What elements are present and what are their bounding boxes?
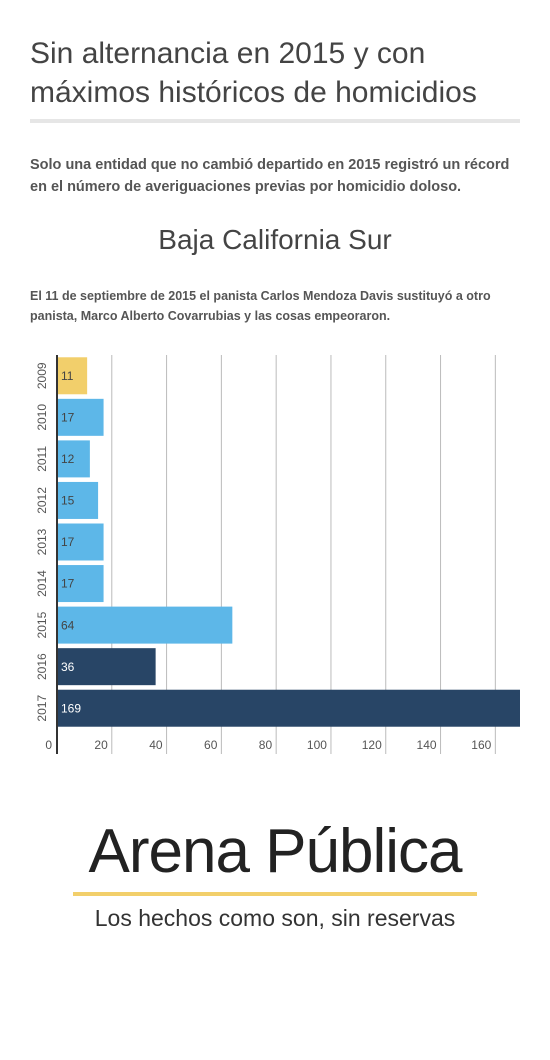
x-tick-label: 80 bbox=[259, 738, 273, 752]
y-tick-label: 2015 bbox=[35, 611, 49, 638]
logo-name: Arena Pública bbox=[88, 817, 462, 886]
chart-title: Baja California Sur bbox=[158, 224, 392, 255]
value-label: 169 bbox=[61, 701, 81, 715]
value-label: 12 bbox=[61, 452, 75, 466]
bar bbox=[57, 689, 520, 727]
bar bbox=[57, 481, 99, 519]
y-tick-label: 2017 bbox=[35, 695, 49, 722]
x-tick-label: 140 bbox=[417, 738, 437, 752]
y-tick-label: 2011 bbox=[35, 446, 49, 472]
value-label: 17 bbox=[61, 411, 75, 425]
logo-line bbox=[73, 892, 477, 896]
bar bbox=[57, 523, 104, 561]
value-label: 17 bbox=[61, 535, 75, 549]
bar bbox=[57, 606, 233, 644]
bar bbox=[57, 357, 88, 395]
y-tick-label: 2012 bbox=[35, 487, 49, 514]
x-tick-label: 40 bbox=[149, 738, 163, 752]
x-tick-label: 100 bbox=[307, 738, 327, 752]
chart-description: El 11 de septiembre de 2015 el panista C… bbox=[30, 289, 491, 323]
subtitle: Solo una entidad que no cambió departido… bbox=[30, 157, 510, 195]
x-tick-label: 0 bbox=[45, 738, 52, 752]
page-title: Sin alternancia en 2015 y con máximos hi… bbox=[30, 37, 477, 109]
value-label: 64 bbox=[61, 618, 75, 632]
bar bbox=[57, 648, 156, 686]
y-tick-label: 2013 bbox=[35, 528, 49, 555]
divider bbox=[30, 119, 520, 123]
value-label: 11 bbox=[61, 369, 74, 383]
bar bbox=[57, 565, 104, 603]
bar bbox=[57, 440, 90, 478]
x-tick-label: 120 bbox=[362, 738, 382, 752]
y-tick-label: 2009 bbox=[35, 362, 49, 389]
y-tick-label: 2010 bbox=[35, 404, 49, 431]
value-label: 36 bbox=[61, 660, 75, 674]
x-tick-label: 20 bbox=[94, 738, 108, 752]
logo: Arena Pública Los hechos como son, sin r… bbox=[0, 812, 550, 940]
bar bbox=[57, 398, 104, 436]
logo-tagline: Los hechos como son, sin reservas bbox=[94, 905, 456, 931]
x-tick-label: 160 bbox=[471, 738, 491, 752]
y-tick-label: 2014 bbox=[35, 570, 49, 597]
y-tick-label: 2016 bbox=[35, 653, 49, 680]
value-label: 17 bbox=[61, 577, 75, 591]
chart: 0 20 40 60 80 100 120 140 160 11 2009 17 2010 12 2011 1… bbox=[35, 355, 520, 754]
x-tick-label: 60 bbox=[204, 738, 218, 752]
value-label: 15 bbox=[61, 494, 75, 508]
